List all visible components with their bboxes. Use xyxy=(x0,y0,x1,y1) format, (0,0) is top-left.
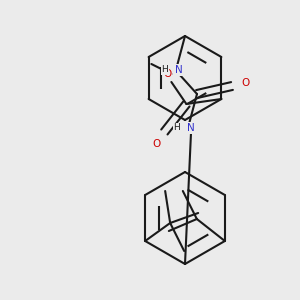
Text: O: O xyxy=(163,69,172,79)
Text: N: N xyxy=(175,65,183,75)
Text: O: O xyxy=(152,139,160,149)
Text: O: O xyxy=(241,78,249,88)
Text: H: H xyxy=(162,65,168,74)
Text: N: N xyxy=(187,123,195,133)
Text: H: H xyxy=(174,124,180,133)
